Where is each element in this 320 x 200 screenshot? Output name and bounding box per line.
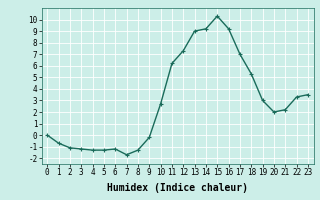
X-axis label: Humidex (Indice chaleur): Humidex (Indice chaleur)	[107, 183, 248, 193]
